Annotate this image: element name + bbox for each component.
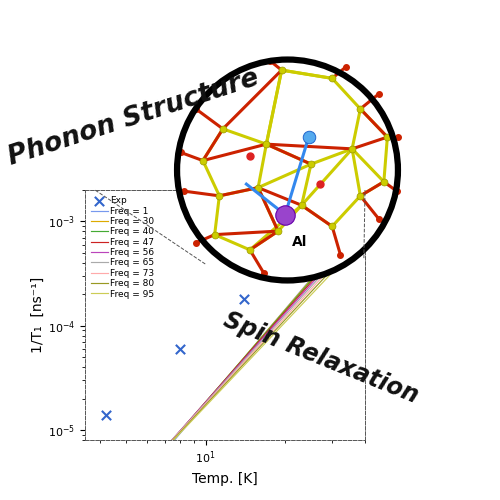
Freq = 56 [343, 242, 349, 248]
Freq = 80 [146, 463, 152, 469]
Line: Freq = 40: Freq = 40 [100, 226, 359, 500]
Freq = 47 [343, 240, 349, 246]
Freq = 30 [356, 220, 362, 226]
Text: Al: Al [292, 234, 307, 248]
Line: Freq = 56: Freq = 56 [100, 230, 359, 500]
Circle shape [177, 60, 398, 280]
Freq = 56 [166, 440, 172, 446]
Freq = 73 [343, 248, 349, 254]
Freq = 30 [166, 442, 172, 448]
Freq = 47 [146, 464, 152, 470]
Freq = 47 [334, 250, 340, 256]
Freq = 65 [166, 440, 172, 446]
Freq = 65 [146, 463, 152, 469]
Text: Phonon Structure: Phonon Structure [5, 65, 262, 171]
Line: Freq = 47: Freq = 47 [100, 228, 359, 500]
Line: Freq = 73: Freq = 73 [100, 237, 359, 500]
Freq = 95 [113, 498, 119, 500]
Freq = 1 [146, 468, 152, 474]
Line: Freq = 65: Freq = 65 [100, 234, 359, 500]
Freq = 73 [356, 234, 362, 240]
Freq = 95 [356, 241, 362, 247]
Exp [342, 222, 350, 230]
Exp [240, 295, 248, 303]
Freq = 40 [166, 441, 172, 447]
Freq = 80 [113, 498, 119, 500]
Freq = 73 [113, 498, 119, 500]
Freq = 80 [166, 441, 172, 447]
Freq = 30 [146, 466, 152, 472]
Freq = 95 [343, 255, 349, 261]
Freq = 47 [166, 440, 172, 446]
Freq = 1 [356, 219, 362, 225]
Freq = 95 [146, 464, 152, 469]
Freq = 30 [343, 236, 349, 242]
Freq = 65 [343, 245, 349, 251]
Line: Freq = 95: Freq = 95 [100, 244, 359, 500]
Freq = 1 [343, 234, 349, 240]
Line: Freq = 30: Freq = 30 [100, 224, 359, 500]
Exp [292, 249, 300, 257]
Freq = 95 [166, 442, 172, 448]
Freq = 56 [356, 228, 362, 234]
Freq = 56 [146, 463, 152, 469]
Freq = 80 [356, 238, 362, 244]
Freq = 65 [334, 255, 340, 261]
Freq = 40 [334, 248, 340, 254]
Line: Freq = 1: Freq = 1 [100, 222, 359, 500]
Y-axis label: 1/T₁  [ns⁻¹]: 1/T₁ [ns⁻¹] [31, 277, 45, 353]
Freq = 65 [113, 499, 119, 500]
Freq = 30 [334, 246, 340, 252]
Freq = 73 [166, 440, 172, 446]
Freq = 40 [146, 464, 152, 470]
Freq = 80 [343, 252, 349, 258]
Freq = 73 [146, 463, 152, 469]
Freq = 1 [334, 245, 340, 251]
Freq = 65 [356, 230, 362, 236]
Freq = 95 [334, 264, 340, 270]
Line: Freq = 80: Freq = 80 [100, 240, 359, 500]
Freq = 80 [334, 261, 340, 267]
Freq = 40 [356, 222, 362, 228]
Freq = 56 [334, 252, 340, 258]
Freq = 1 [166, 444, 172, 450]
Freq = 73 [334, 258, 340, 264]
Text: Spin Relaxation: Spin Relaxation [220, 308, 422, 408]
Legend: Exp, Freq = 1, Freq = 30, Freq = 40, Freq = 47, Freq = 56, Freq = 65, Freq = 73,: Exp, Freq = 1, Freq = 30, Freq = 40, Fre… [90, 194, 156, 300]
X-axis label: Temp. [K]: Temp. [K] [192, 472, 258, 486]
Exp [102, 410, 110, 418]
Freq = 40 [343, 238, 349, 244]
Exp [176, 345, 184, 353]
Freq = 47 [356, 225, 362, 231]
